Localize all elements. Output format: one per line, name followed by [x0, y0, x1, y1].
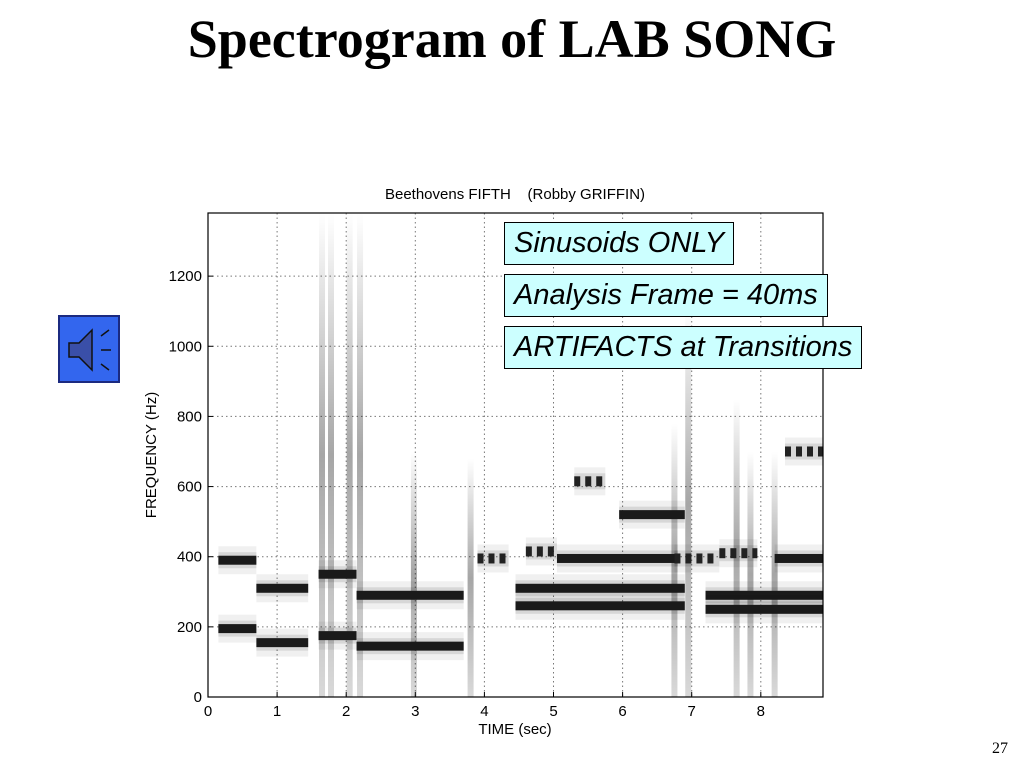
note-track	[784, 437, 823, 466]
note-track	[719, 539, 758, 568]
audio-play-button[interactable]	[58, 315, 120, 383]
note-track	[515, 574, 685, 603]
note-track	[256, 628, 309, 657]
callout-artifacts: ARTIFACTS at Transitions	[504, 326, 863, 369]
note-track	[556, 544, 678, 573]
spectrogram-chart: Beethovens FIFTH (Robby GRIFFIN) 0 1 2 3 4 5 6…	[143, 186, 824, 738]
transient-mark	[747, 451, 754, 697]
transient-mark	[346, 213, 353, 697]
y-tick-label: 400	[177, 549, 202, 566]
transient-mark	[733, 398, 740, 697]
x-tick-label: 4	[480, 703, 488, 720]
note-track	[774, 544, 823, 573]
note-track	[574, 467, 606, 496]
note-track	[356, 632, 464, 661]
chart-title: Beethovens FIFTH (Robby GRIFFIN)	[385, 186, 645, 203]
note-track	[525, 537, 557, 566]
note-track	[705, 581, 823, 610]
note-track	[515, 591, 685, 620]
transient-mark	[771, 451, 778, 697]
transient-mark	[685, 311, 692, 697]
note-track	[674, 544, 720, 573]
transient-mark	[410, 451, 417, 697]
speaker-icon	[68, 328, 111, 372]
plot-frame	[207, 212, 824, 698]
y-tick-label: 1200	[169, 268, 202, 285]
transient-mark	[357, 213, 364, 697]
note-track	[218, 546, 257, 575]
y-tick-label: 800	[177, 408, 202, 425]
x-tick-label: 8	[757, 703, 765, 720]
note-track	[477, 544, 509, 573]
note-track	[619, 500, 685, 529]
y-tick-label: 600	[177, 479, 202, 496]
x-tick-label: 1	[273, 703, 281, 720]
x-tick-label: 0	[204, 703, 212, 720]
y-axis-label: FREQUENCY (Hz)	[143, 392, 160, 518]
x-tick-label: 5	[549, 703, 557, 720]
axis-ticks: 0 1 2 3 4 5 6 7 8 0 200 400 600 800 1000 1200	[169, 268, 765, 720]
y-tick-label: 200	[177, 619, 202, 636]
note-track	[318, 621, 357, 650]
transient-mark	[319, 213, 326, 697]
x-tick-label: 3	[411, 703, 419, 720]
y-tick-label: 0	[194, 689, 202, 706]
note-tracks	[218, 437, 823, 661]
y-tick-label: 1000	[169, 338, 202, 355]
x-tick-label: 7	[688, 703, 696, 720]
note-track	[356, 581, 464, 610]
note-track	[318, 560, 357, 589]
x-axis-label: TIME (sec)	[478, 721, 551, 738]
slide-title: Spectrogram of LAB SONG	[187, 9, 837, 69]
note-track	[705, 595, 823, 624]
x-tick-label: 2	[342, 703, 350, 720]
note-track	[218, 614, 257, 643]
callout-sinusoids: Sinusoids ONLY	[504, 222, 735, 265]
x-tick-label: 6	[618, 703, 626, 720]
transient-mark	[467, 458, 474, 697]
transient-mark	[328, 213, 334, 697]
note-track	[256, 574, 309, 603]
page-number: 27	[992, 740, 1008, 757]
callout-analysis-frame: Analysis Frame = 40ms	[504, 274, 828, 317]
